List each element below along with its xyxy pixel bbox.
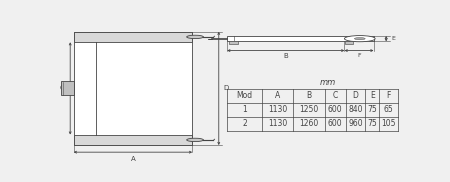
Circle shape (355, 37, 365, 40)
Text: C: C (333, 91, 338, 100)
Text: mm: mm (320, 78, 337, 87)
Circle shape (187, 35, 203, 39)
Text: 105: 105 (381, 119, 396, 128)
Bar (74, 32, 192, 42)
Text: B: B (306, 91, 312, 100)
Bar (74, 135, 192, 145)
Text: D: D (352, 91, 358, 100)
Text: 1250: 1250 (299, 105, 319, 114)
Text: F: F (387, 91, 391, 100)
Circle shape (344, 35, 375, 42)
Text: A: A (275, 91, 280, 100)
Text: 1130: 1130 (268, 119, 288, 128)
Text: 960: 960 (348, 119, 363, 128)
Text: 600: 600 (328, 105, 342, 114)
Text: C: C (60, 85, 65, 91)
Text: A: A (130, 156, 135, 162)
Text: 1: 1 (242, 105, 247, 114)
Text: E: E (370, 91, 374, 100)
Text: 1130: 1130 (268, 105, 288, 114)
Text: 75: 75 (367, 119, 377, 128)
Text: 2: 2 (242, 119, 247, 128)
Text: D: D (223, 85, 228, 91)
Bar (74, 32, 192, 145)
Text: Mod: Mod (237, 91, 252, 100)
Text: B: B (284, 53, 288, 59)
Text: E: E (391, 36, 395, 41)
Bar (345, 41, 353, 44)
Bar (229, 41, 238, 44)
Bar (61, 81, 74, 95)
Text: 600: 600 (328, 119, 342, 128)
Text: 75: 75 (367, 105, 377, 114)
Bar (227, 36, 374, 41)
Text: 1260: 1260 (299, 119, 319, 128)
Text: 65: 65 (384, 105, 393, 114)
Text: F: F (357, 53, 361, 58)
Text: 840: 840 (348, 105, 363, 114)
Circle shape (187, 138, 203, 142)
